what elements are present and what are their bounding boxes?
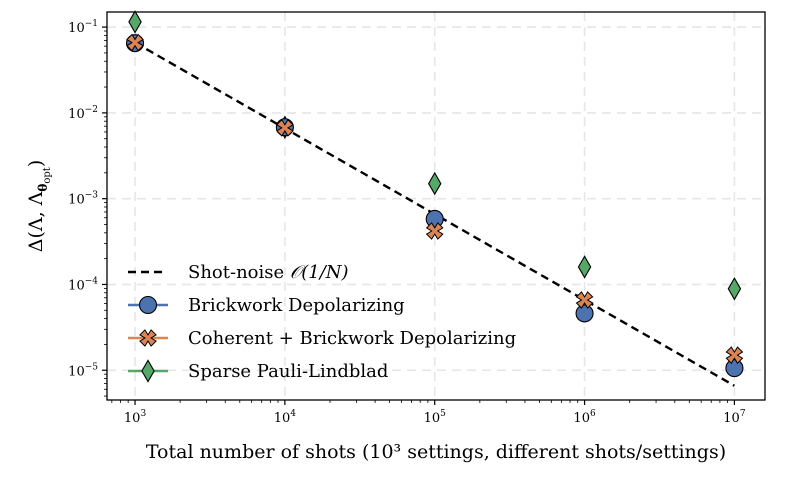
legend-item: Shot-noise 𝒪(1/N): [128, 262, 349, 283]
plot-area: [106, 11, 766, 401]
data-point: [425, 209, 444, 229]
x-tick-label: 106: [573, 409, 596, 426]
y-axis-label: Δ(Λ, Λθopt): [25, 160, 53, 253]
plot-series: [125, 10, 744, 387]
legend-label: Sparse Pauli-Lindblad: [188, 361, 388, 382]
legend-label: Coherent + Brickwork Depolarizing: [188, 328, 516, 349]
y-tick-label: 10−2: [68, 105, 98, 122]
legend-item: Sparse Pauli-Lindblad: [128, 359, 388, 383]
y-tick-label: 10−4: [68, 276, 98, 293]
x-axis-label: Total number of shots (10³ settings, dif…: [146, 441, 726, 463]
legend-swatch-marker: [138, 295, 158, 315]
x-tick-label: 104: [274, 409, 297, 426]
data-point: [725, 346, 744, 365]
data-point: [128, 10, 142, 34]
x-tick-label: 105: [424, 409, 447, 426]
data-point: [425, 222, 444, 240]
x-tick-label: 103: [124, 409, 147, 426]
series-coherent-brickwork-depolarizing: [126, 33, 744, 365]
legend: Shot-noise 𝒪(1/N) Brickwork Depolarizing C…: [128, 262, 516, 383]
data-point: [575, 291, 594, 309]
legend-item: Brickwork Depolarizing: [128, 295, 405, 316]
data-point: [725, 359, 744, 378]
data-point: [276, 118, 294, 137]
y-tick-label: 10−1: [68, 19, 98, 36]
data-point: [575, 304, 594, 323]
legend-label: Brickwork Depolarizing: [188, 295, 405, 316]
x-tick-label: 107: [723, 409, 746, 426]
y-tick-label: 10−5: [68, 362, 98, 379]
y-tick-label: 10−3: [68, 191, 98, 208]
legend-swatch-marker: [141, 359, 155, 383]
legend-label: Shot-noise 𝒪(1/N): [188, 262, 349, 283]
axis-ticks: 103 104 105 106 107 10−5 10−4 10−3 10−2 10−1: [68, 19, 746, 426]
data-point: [126, 33, 144, 52]
series-brickwork-depolarizing: [125, 34, 744, 378]
legend-swatch-marker: [139, 329, 157, 347]
legend-item: Coherent + Brickwork Depolarizing: [128, 328, 516, 349]
data-point: [427, 171, 442, 196]
grid: [107, 12, 765, 400]
data-point: [577, 255, 592, 279]
data-point: [727, 277, 742, 301]
